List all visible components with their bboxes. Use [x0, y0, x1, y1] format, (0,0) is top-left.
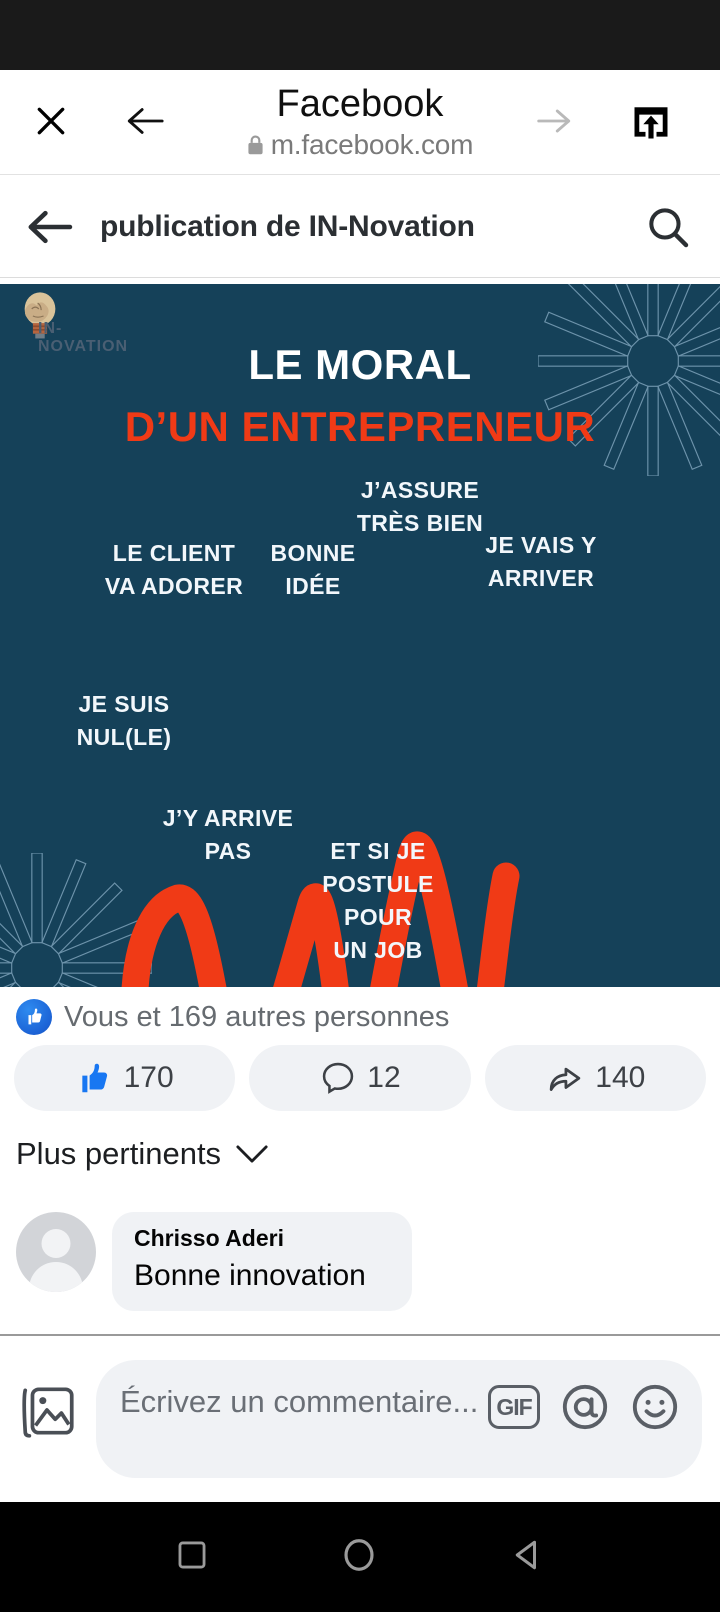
chart-annotation: ET SI JE POSTULE POUR UN JOB: [322, 838, 434, 963]
chevron-down-icon: [236, 1145, 268, 1163]
comment-composer: Écrivez un commentaire... GIF: [0, 1334, 720, 1494]
chart-annotation: JE VAIS Y ARRIVER: [485, 532, 597, 591]
reactions-summary-row[interactable]: Vous et 169 autres personnes: [0, 987, 720, 1047]
reactions-summary-text: Vous et 169 autres personnes: [64, 1000, 450, 1033]
chart-annotation: J’ASSURE TRÈS BIEN: [356, 477, 484, 536]
browser-forward-icon[interactable]: [528, 100, 578, 142]
browser-page-title: Facebook: [276, 83, 444, 125]
comment-count: 12: [367, 1061, 401, 1094]
app-bar: publication de IN-Novation: [0, 176, 720, 278]
thumbs-up-badge-icon: [16, 999, 52, 1035]
meme-title-line2: D’UN ENTREPRENEUR: [124, 403, 596, 450]
brand-logo: IN-NOVATION: [14, 290, 134, 355]
comment-item[interactable]: Chrisso Aderi Bonne innovation: [16, 1212, 706, 1311]
app-back-icon[interactable]: [0, 177, 100, 277]
browser-back-icon[interactable]: [120, 100, 170, 142]
like-button[interactable]: 170: [14, 1045, 236, 1111]
chart-annotation: LE CLIENT VA ADORER: [104, 540, 244, 599]
chart-annotation: BONNE IDÉE: [270, 540, 356, 599]
browser-chrome: Facebook m.facebook.com: [0, 70, 720, 175]
share-button[interactable]: 140: [484, 1045, 706, 1111]
moral-zigzag-line: [121, 831, 520, 987]
at-sign-icon[interactable]: [560, 1382, 610, 1432]
chart-annotation: J’Y ARRIVE PAS: [162, 805, 294, 864]
comment-sort-selector[interactable]: Plus pertinents: [16, 1136, 269, 1172]
comment-author[interactable]: Chrisso Aderi: [134, 1225, 284, 1251]
comment-bubble-icon: [323, 1062, 354, 1094]
comment-sort-label: Plus pertinents: [16, 1136, 222, 1171]
share-arrow-icon: [550, 1067, 581, 1091]
comment-text: Bonne innovation: [134, 1259, 366, 1292]
comment-input[interactable]: Écrivez un commentaire... GIF: [96, 1360, 702, 1478]
triangle-back-icon[interactable]: [509, 1537, 545, 1578]
like-count: 170: [123, 1061, 174, 1094]
lock-icon: [248, 135, 263, 155]
photo-library-icon[interactable]: [18, 1380, 80, 1442]
sunburst-decoration-icon: [0, 853, 152, 987]
brand-name: IN-NOVATION: [38, 320, 129, 355]
post-image[interactable]: IN-NOVATION LE MORAL D’UN ENTREPRENEUR L…: [0, 284, 720, 987]
page-title: publication de IN-Novation: [100, 209, 475, 243]
sunburst-decoration-icon: [538, 284, 720, 476]
chart-annotation: JE SUIS NUL(LE): [76, 691, 172, 750]
browser-address-area[interactable]: Facebook m.facebook.com: [180, 78, 540, 161]
open-external-icon[interactable]: [625, 96, 677, 148]
browser-url-text: m.facebook.com: [270, 129, 474, 160]
square-icon[interactable]: [175, 1538, 209, 1577]
close-icon[interactable]: [28, 98, 74, 144]
lightbulb-brain-icon: [24, 292, 56, 339]
status-bar: [0, 0, 720, 70]
gif-icon[interactable]: GIF: [488, 1385, 540, 1429]
default-avatar-icon: [16, 1212, 96, 1292]
smiley-icon[interactable]: [630, 1382, 680, 1432]
comment-input-placeholder: Écrivez un commentaire...: [120, 1384, 479, 1419]
meme-title-line1: LE MORAL: [248, 341, 472, 388]
thumbs-up-icon: [81, 1063, 107, 1093]
comment-button[interactable]: 12: [249, 1045, 471, 1111]
comment-bubble: Chrisso Aderi Bonne innovation: [112, 1212, 412, 1311]
action-button-row: 170 12 140: [0, 1045, 720, 1111]
share-count: 140: [595, 1061, 646, 1094]
circle-icon[interactable]: [340, 1536, 378, 1579]
android-nav-bar: [0, 1502, 720, 1612]
search-icon[interactable]: [616, 177, 720, 277]
